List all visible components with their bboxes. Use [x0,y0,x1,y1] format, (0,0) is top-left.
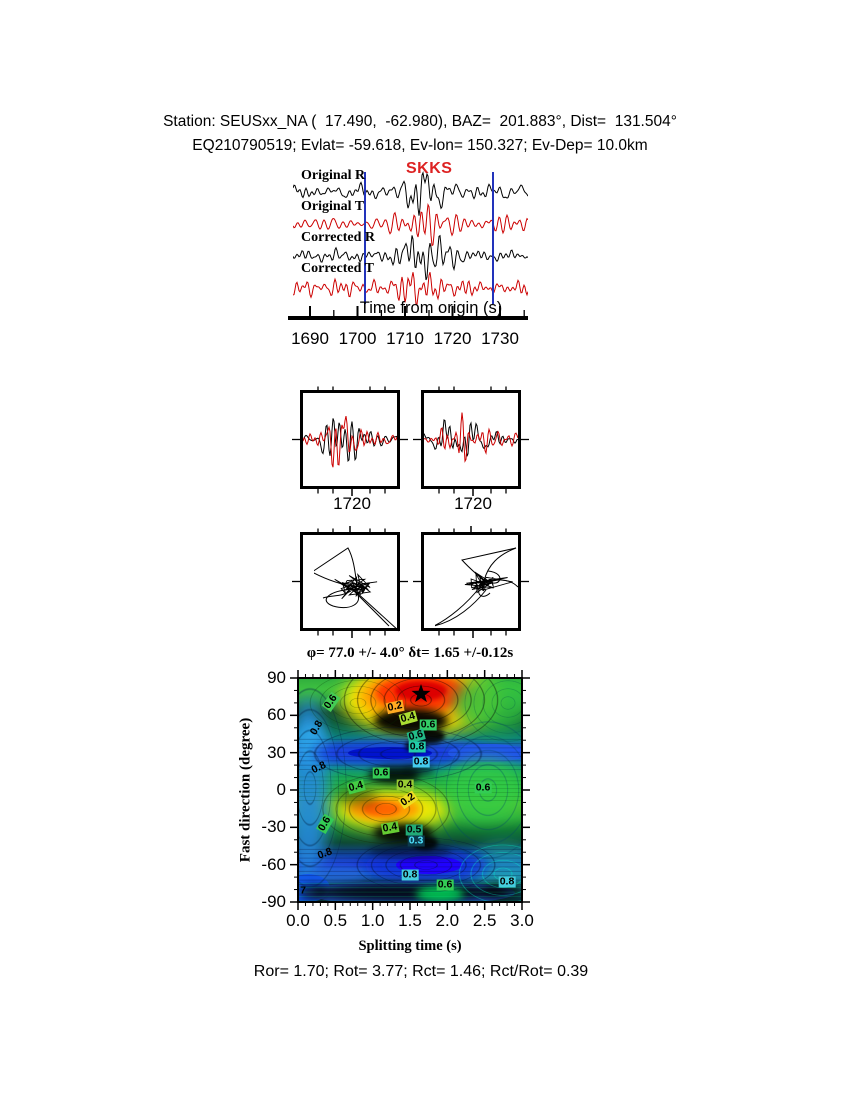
contour-xtick-1.5: 1.5 [398,911,422,930]
contour-xlabel: Splitting time (s) [358,938,462,954]
phase-label-skks: SKKS [406,160,453,177]
contour-ytick-30: 30 [267,742,286,762]
trace-2 [293,234,528,281]
trace-1 [293,202,528,247]
contour-ytick--90: -90 [261,891,286,911]
trace-label-corrected-r: Corrected R [301,230,375,245]
contour-ytick-90: 90 [267,668,286,687]
event-header: EQ210790519; Evlat= -59.618, Ev-lon= 150… [192,137,648,154]
window-end-marker [492,172,494,304]
contour-frame-ticks [290,670,530,910]
contour-xtick-1.0: 1.0 [360,911,385,930]
particle-motion-left [292,526,408,638]
contour-ytick-0: 0 [276,779,286,799]
trace-0 [293,171,528,216]
trace-label-corrected-t: Corrected T [301,261,374,276]
window-start-marker [364,172,366,304]
time-tick-label-1720: 1720 [433,329,472,348]
contour-ytick--30: -30 [261,817,286,837]
contour-xtick-2.5: 2.5 [472,911,497,930]
trace-label-original-t: Original T [301,199,365,214]
best-fit-star [411,684,431,703]
time-tick-label-1730: 1730 [481,329,519,348]
splitting-result-title: φ= 77.0 +/- 4.0° δt= 1.65 +/-0.12s [306,645,514,661]
station-header: Station: SEUSxx_NA ( 17.490, -62.980), B… [163,113,677,130]
trace-label-original-r: Original R [301,168,366,183]
statistics-footer: Ror= 1.70; Rot= 3.77; Rct= 1.46; Rct/Rot… [253,963,589,980]
contour-ytick-60: 60 [267,705,286,725]
time-tick-label-1710: 1710 [386,329,424,348]
trace-3 [293,272,528,305]
time-tick-label-1690: 1690 [291,329,329,348]
contour-xtick-3.0: 3.0 [510,911,534,930]
time-axis-label: Time from origin (s) [359,299,503,317]
window-tick-label-right: 1720 [454,494,492,513]
contour-xtick-0.0: 0.0 [286,911,310,930]
time-axis [288,306,528,320]
particle-motion-right [413,526,529,638]
window-panel-right [413,386,529,496]
seismogram-traces [293,171,528,305]
time-tick-label-1700: 1700 [338,329,377,348]
contour-ytick--60: -60 [261,854,286,874]
contour-xtick-2.0: 2.0 [435,911,460,930]
contour-xtick-0.5: 0.5 [323,911,348,930]
window-tick-label-left: 1720 [333,494,371,513]
window-panel-left [292,386,408,496]
